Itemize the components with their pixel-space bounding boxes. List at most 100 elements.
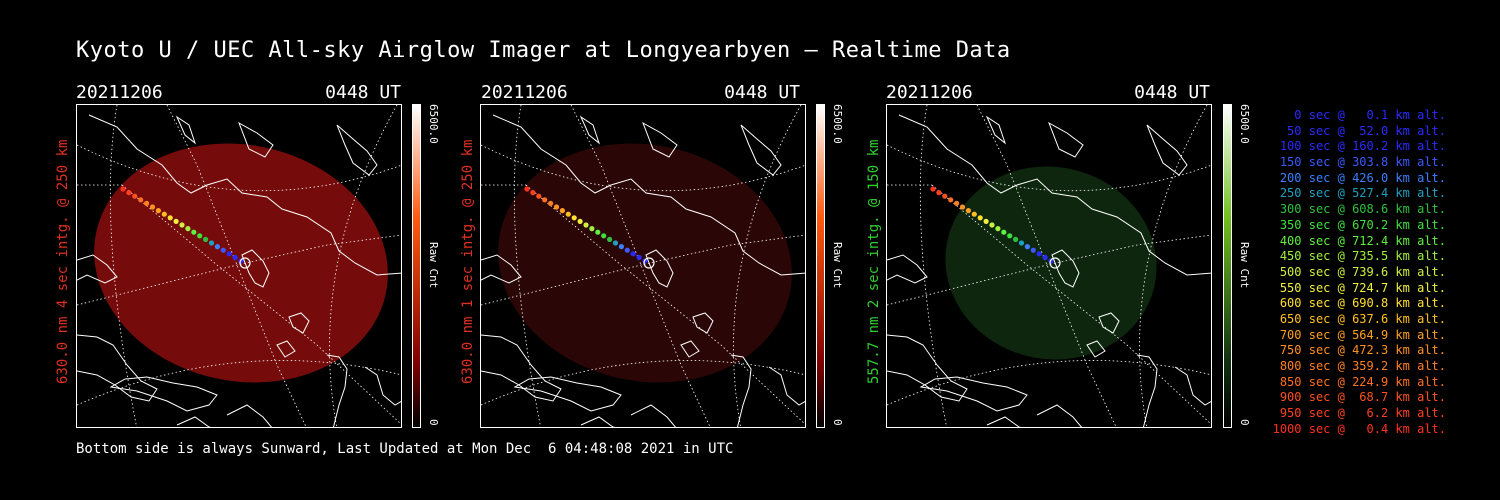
panel-2-allsky-map[interactable]	[480, 104, 806, 428]
trajectory-point	[1030, 247, 1036, 253]
station-marker-icon	[239, 257, 251, 269]
legend-row: 200 sec @ 426.0 km alt.	[1279, 170, 1446, 185]
trajectory-time-altitude-legend: 0 sec @ 0.1 km alt. 50 sec @ 52.0 km alt…	[1268, 108, 1446, 437]
legend-row: 850 sec @ 224.9 km alt.	[1279, 374, 1446, 389]
panel-1-colorbar-max: 6500.0	[427, 104, 440, 144]
legend-row: 550 sec @ 724.7 km alt.	[1279, 280, 1446, 295]
map-canvas	[481, 105, 805, 427]
legend-row: 50 sec @ 52.0 km alt.	[1287, 123, 1446, 138]
map-canvas	[77, 105, 401, 427]
panel-3-colorbar-unit: Raw Cnt	[1238, 242, 1251, 289]
grid-line	[525, 184, 805, 425]
panel-3-time: 0448 UT	[1134, 82, 1210, 103]
panel-1-allsky-map[interactable]	[76, 104, 402, 428]
coastline	[1036, 404, 1082, 427]
trajectory-point	[630, 251, 636, 257]
trajectory-point	[1036, 251, 1042, 257]
panel-3-colorbar-max: 6500.0	[1238, 104, 1251, 144]
trajectory-point	[1001, 229, 1007, 235]
panel-3-allsky-map[interactable]	[886, 104, 1212, 428]
legend-row: 350 sec @ 670.2 km alt.	[1279, 217, 1446, 232]
coastline	[692, 312, 714, 334]
coastline	[176, 416, 212, 427]
coastline	[288, 312, 310, 334]
trajectory-point	[214, 244, 220, 250]
coastline	[326, 354, 348, 427]
coastline	[1086, 340, 1106, 358]
footer-status: Bottom side is always Sunward, Last Upda…	[76, 441, 734, 457]
panel-2-time: 0448 UT	[724, 82, 800, 103]
map-canvas	[887, 105, 1211, 427]
trajectory-point	[1042, 254, 1048, 260]
coastline	[1051, 249, 1080, 288]
coastline	[986, 416, 1022, 427]
trajectory-point	[977, 215, 983, 221]
coastline	[226, 404, 272, 427]
panel-3-date: 20211206	[886, 82, 973, 103]
legend-row: 750 sec @ 472.3 km alt.	[1279, 343, 1446, 358]
coastline	[887, 254, 928, 284]
trajectory-point	[954, 200, 960, 206]
grid-line	[733, 105, 802, 427]
trajectory-point	[149, 204, 156, 210]
trajectory-point	[536, 193, 542, 199]
trajectory-point	[601, 233, 607, 239]
grid-line	[931, 184, 1211, 425]
trajectory-point	[559, 208, 565, 214]
legend-row: 900 sec @ 68.7 km alt.	[1279, 390, 1446, 405]
panel-2-date: 20211206	[481, 82, 568, 103]
coastline	[642, 121, 678, 158]
panel-3-wavelength-label: 557.7 nm 2 sec intg. @ 150 km	[866, 139, 882, 384]
coastline	[1136, 354, 1158, 427]
legend-row: 100 sec @ 160.2 km alt.	[1279, 139, 1446, 154]
trajectory-point	[959, 204, 966, 210]
trajectory-point	[936, 190, 942, 196]
trajectory-point	[126, 190, 132, 196]
grid-line	[329, 105, 398, 427]
trajectory-point	[624, 247, 630, 253]
panel-2-colorbar-max: 6500.0	[831, 104, 844, 144]
coastline	[276, 340, 296, 358]
grid-line	[109, 105, 138, 427]
trajectory-point	[595, 229, 601, 235]
coastline	[336, 124, 378, 176]
legend-row: 300 sec @ 608.6 km alt.	[1279, 202, 1446, 217]
grid-line	[481, 234, 805, 306]
legend-row: 800 sec @ 359.2 km alt.	[1279, 359, 1446, 373]
trajectory-point	[132, 193, 138, 199]
legend-row: 450 sec @ 735.5 km alt.	[1279, 249, 1446, 264]
coastline	[898, 114, 1211, 276]
panel-3-colorbar	[1223, 104, 1232, 428]
trajectory-point	[1013, 236, 1019, 242]
legend-row: 150 sec @ 303.8 km alt.	[1279, 155, 1446, 170]
trajectory-point	[197, 233, 203, 239]
trajectory-point	[1007, 233, 1013, 239]
trajectory-point	[155, 208, 161, 214]
grid-line	[1139, 105, 1208, 427]
coastline	[580, 416, 616, 427]
coastline	[481, 254, 522, 284]
panel-1-date: 20211206	[76, 82, 163, 103]
coastline	[985, 115, 1007, 145]
coastline	[88, 114, 401, 276]
trajectory-point	[989, 222, 995, 228]
legend-row: 500 sec @ 739.6 km alt.	[1279, 264, 1446, 279]
legend-row: 950 sec @ 6.2 km alt.	[1279, 406, 1446, 421]
trajectory-point	[524, 186, 530, 192]
trajectory-point	[1018, 240, 1025, 246]
coastline	[680, 340, 700, 358]
trajectory-point	[942, 193, 948, 199]
coastline	[513, 376, 622, 412]
legend-row: 700 sec @ 564.9 km alt.	[1279, 327, 1446, 342]
trajectory-point	[203, 236, 209, 242]
station-marker-icon	[643, 257, 655, 269]
legend-row: 0 sec @ 0.1 km alt.	[1294, 108, 1446, 122]
coastline	[768, 366, 805, 406]
trajectory-point	[971, 211, 977, 217]
trajectory-point	[226, 251, 232, 257]
trajectory-point	[173, 218, 179, 224]
trajectory-point	[583, 222, 589, 228]
grid-line	[513, 105, 542, 427]
panel-1-time: 0448 UT	[325, 82, 401, 103]
coastline	[109, 376, 218, 412]
